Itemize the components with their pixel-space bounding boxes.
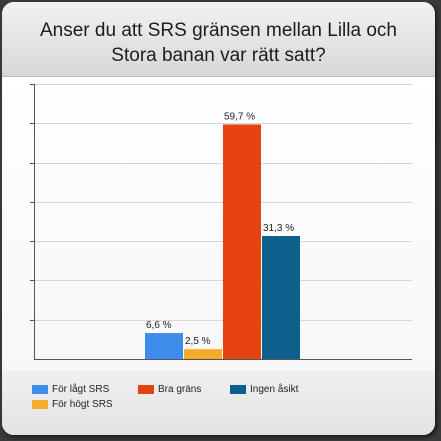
- legend-label-bra-grans: Bra gräns: [158, 384, 202, 395]
- legend-swatch-for-hogt-srs: [32, 400, 48, 409]
- legend-swatch-for-lagt-srs: [32, 385, 48, 394]
- bar-for-hogt-srs: [184, 349, 222, 359]
- legend-band: [2, 370, 435, 435]
- title-band: [2, 2, 435, 77]
- bar-chart: 6,6 % 2,5 % 59,7 % 31,3 %: [30, 84, 412, 360]
- legend-swatch-bra-grans: [138, 385, 154, 394]
- legend-label-for-hogt-srs: För högt SRS: [52, 399, 113, 410]
- legend-swatch-ingen-asikt: [230, 385, 246, 394]
- chart-title: Anser du att SRS gränsen mellan Lilla oc…: [2, 18, 435, 68]
- data-label-ingen-asikt: 31,3 %: [263, 223, 294, 234]
- chart-title-line-1: Anser du att SRS gränsen mellan Lilla oc…: [40, 20, 397, 41]
- legend-label-for-lagt-srs: För lågt SRS: [52, 384, 110, 395]
- chart-title-line-2: Stora banan var rätt satt?: [111, 45, 326, 66]
- bar-for-lagt-srs: [145, 333, 183, 359]
- bar-ingen-asikt: [262, 236, 300, 359]
- data-label-for-hogt-srs: 2,5 %: [185, 336, 211, 347]
- chart-card: Anser du att SRS gränsen mellan Lilla oc…: [2, 2, 435, 435]
- plot-background: [2, 77, 435, 377]
- bar-bra-grans: [223, 124, 261, 359]
- data-label-for-lagt-srs: 6,6 %: [146, 320, 172, 331]
- data-label-bra-grans: 59,7 %: [224, 111, 255, 122]
- legend-label-ingen-asikt: Ingen åsikt: [250, 384, 299, 395]
